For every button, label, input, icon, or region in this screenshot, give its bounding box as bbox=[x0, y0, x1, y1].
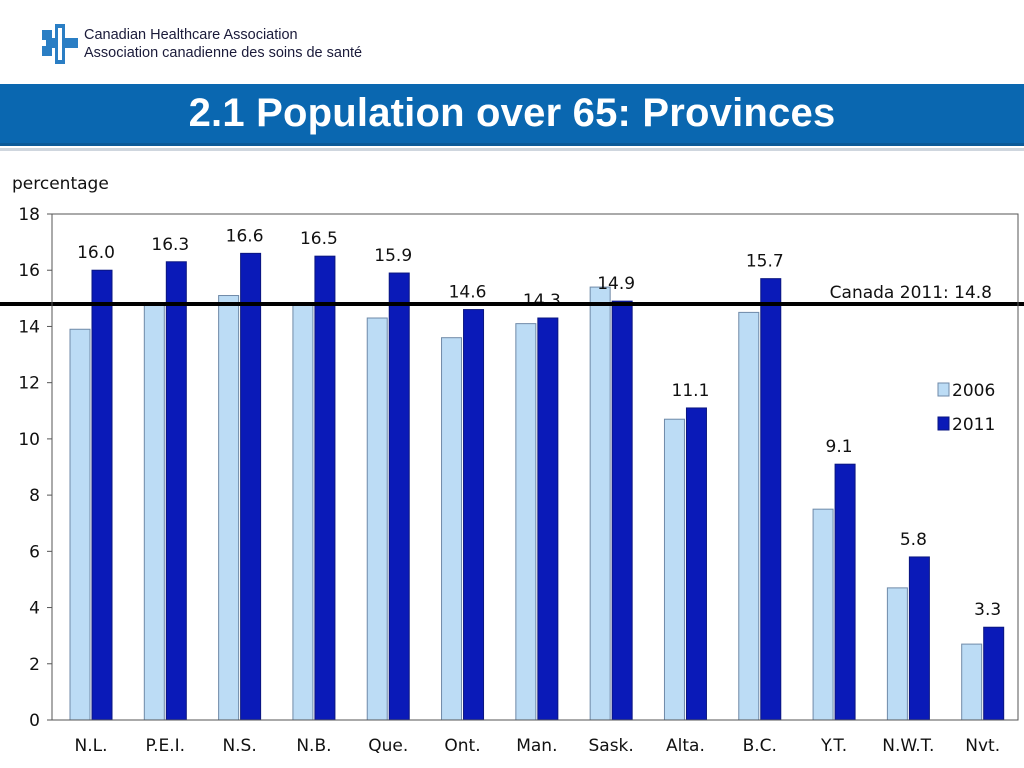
org-name-fr: Association canadienne des soins de sant… bbox=[84, 45, 363, 61]
category-labels: N.L. P.E.I. N.S. N.B. Que. Ont. Man. Sask. Alta.… bbox=[75, 736, 1001, 756]
bar-2006 bbox=[366, 317, 388, 721]
y-tick-label: 4 bbox=[29, 599, 40, 619]
bar-2011 bbox=[165, 261, 187, 721]
data-label-2011: 16.0 bbox=[77, 243, 115, 263]
bar-2006 bbox=[292, 303, 314, 721]
category-label: N.W.T. bbox=[882, 736, 934, 756]
bar-2011 bbox=[314, 255, 336, 721]
bar-2006 bbox=[218, 295, 240, 721]
category-label: B.C. bbox=[743, 736, 777, 756]
org-name-en: Canadian Healthcare Association bbox=[84, 27, 298, 43]
y-tick-label: 10 bbox=[18, 430, 40, 450]
bar-2006 bbox=[961, 643, 983, 721]
title-band: 2.1 Population over 65: Provinces bbox=[0, 84, 1024, 146]
bar-2011 bbox=[908, 556, 930, 721]
bar-2011 bbox=[388, 272, 410, 721]
bar-2011 bbox=[685, 407, 707, 721]
title-divider bbox=[0, 148, 1024, 151]
org-logo: Canadian Healthcare Association Associat… bbox=[42, 24, 362, 64]
y-tick-label: 0 bbox=[29, 711, 40, 731]
plot-frame bbox=[51, 213, 1019, 721]
y-tick-label: 8 bbox=[29, 486, 40, 506]
y-tick-label: 12 bbox=[18, 374, 40, 394]
data-label-2011: 14.3 bbox=[523, 291, 561, 311]
bar-2011 bbox=[760, 278, 782, 721]
category-label: N.B. bbox=[296, 736, 331, 756]
bar-2006 bbox=[663, 418, 685, 721]
bar-2011 bbox=[983, 626, 1005, 721]
y-tick-label: 6 bbox=[29, 542, 40, 562]
y-tick-label: 16 bbox=[18, 261, 40, 281]
bar-2006 bbox=[441, 337, 463, 721]
data-labels: 16.0 16.3 16.6 16.5 15.9 14.6 14.3 14.9 11.1 15.7… bbox=[77, 226, 1001, 620]
data-label-2011: 16.6 bbox=[226, 226, 264, 246]
data-label-2011: 15.9 bbox=[374, 246, 412, 266]
reference-line-label: Canada 2011: 14.8 bbox=[830, 283, 992, 303]
legend-label-2006: 2006 bbox=[952, 381, 995, 401]
bar-2011 bbox=[611, 300, 633, 721]
y-tick-label: 18 bbox=[18, 205, 40, 225]
category-label: Que. bbox=[368, 736, 408, 756]
y-axis-ticks: 0 2 4 6 8 10 12 14 16 18 bbox=[18, 205, 52, 731]
bar-2006 bbox=[69, 328, 91, 721]
legend-label-2011: 2011 bbox=[952, 415, 995, 435]
bar-2006 bbox=[886, 587, 908, 721]
data-label-2011: 9.1 bbox=[826, 437, 853, 457]
legend-swatch-2011 bbox=[937, 416, 950, 431]
data-label-2011: 16.5 bbox=[300, 229, 338, 249]
category-label: Ont. bbox=[444, 736, 480, 756]
bar-2011 bbox=[834, 463, 856, 721]
data-label-2011: 15.7 bbox=[746, 252, 784, 272]
data-label-2011: 16.3 bbox=[151, 235, 189, 255]
data-label-2011: 5.8 bbox=[900, 530, 927, 550]
data-label-2011: 3.3 bbox=[974, 600, 1001, 620]
bar-2011 bbox=[537, 317, 559, 721]
data-label-2011: 14.6 bbox=[449, 283, 487, 303]
legend-swatch-2006 bbox=[937, 382, 950, 397]
category-label: P.E.I. bbox=[146, 736, 186, 756]
category-label: N.S. bbox=[222, 736, 256, 756]
y-tick-label: 2 bbox=[29, 655, 40, 675]
y-axis-label: percentage bbox=[12, 174, 109, 194]
category-label: Man. bbox=[516, 736, 557, 756]
bar-2006 bbox=[812, 508, 834, 721]
category-label: Sask. bbox=[588, 736, 633, 756]
category-label: Nvt. bbox=[965, 736, 1000, 756]
bar-2011 bbox=[240, 252, 262, 721]
category-label: Y.T. bbox=[820, 736, 847, 756]
data-label-2011: 14.9 bbox=[597, 274, 635, 294]
bar-2006 bbox=[589, 286, 611, 721]
bar-2006 bbox=[515, 323, 537, 721]
legend: 2006 2011 bbox=[937, 381, 995, 435]
category-label: Alta. bbox=[666, 736, 705, 756]
bar-2011 bbox=[91, 269, 113, 721]
bars bbox=[69, 252, 1005, 721]
bar-2011 bbox=[463, 309, 485, 721]
bar-2006 bbox=[738, 311, 760, 721]
data-label-2011: 11.1 bbox=[672, 381, 710, 401]
y-tick-label: 14 bbox=[18, 317, 40, 337]
page-title: 2.1 Population over 65: Provinces bbox=[188, 91, 836, 135]
bar-2006 bbox=[143, 303, 165, 721]
reference-line-group: Canada 2011: 14.8 bbox=[0, 283, 1024, 306]
cha-logo-icon bbox=[42, 24, 78, 64]
category-label: N.L. bbox=[75, 736, 108, 756]
